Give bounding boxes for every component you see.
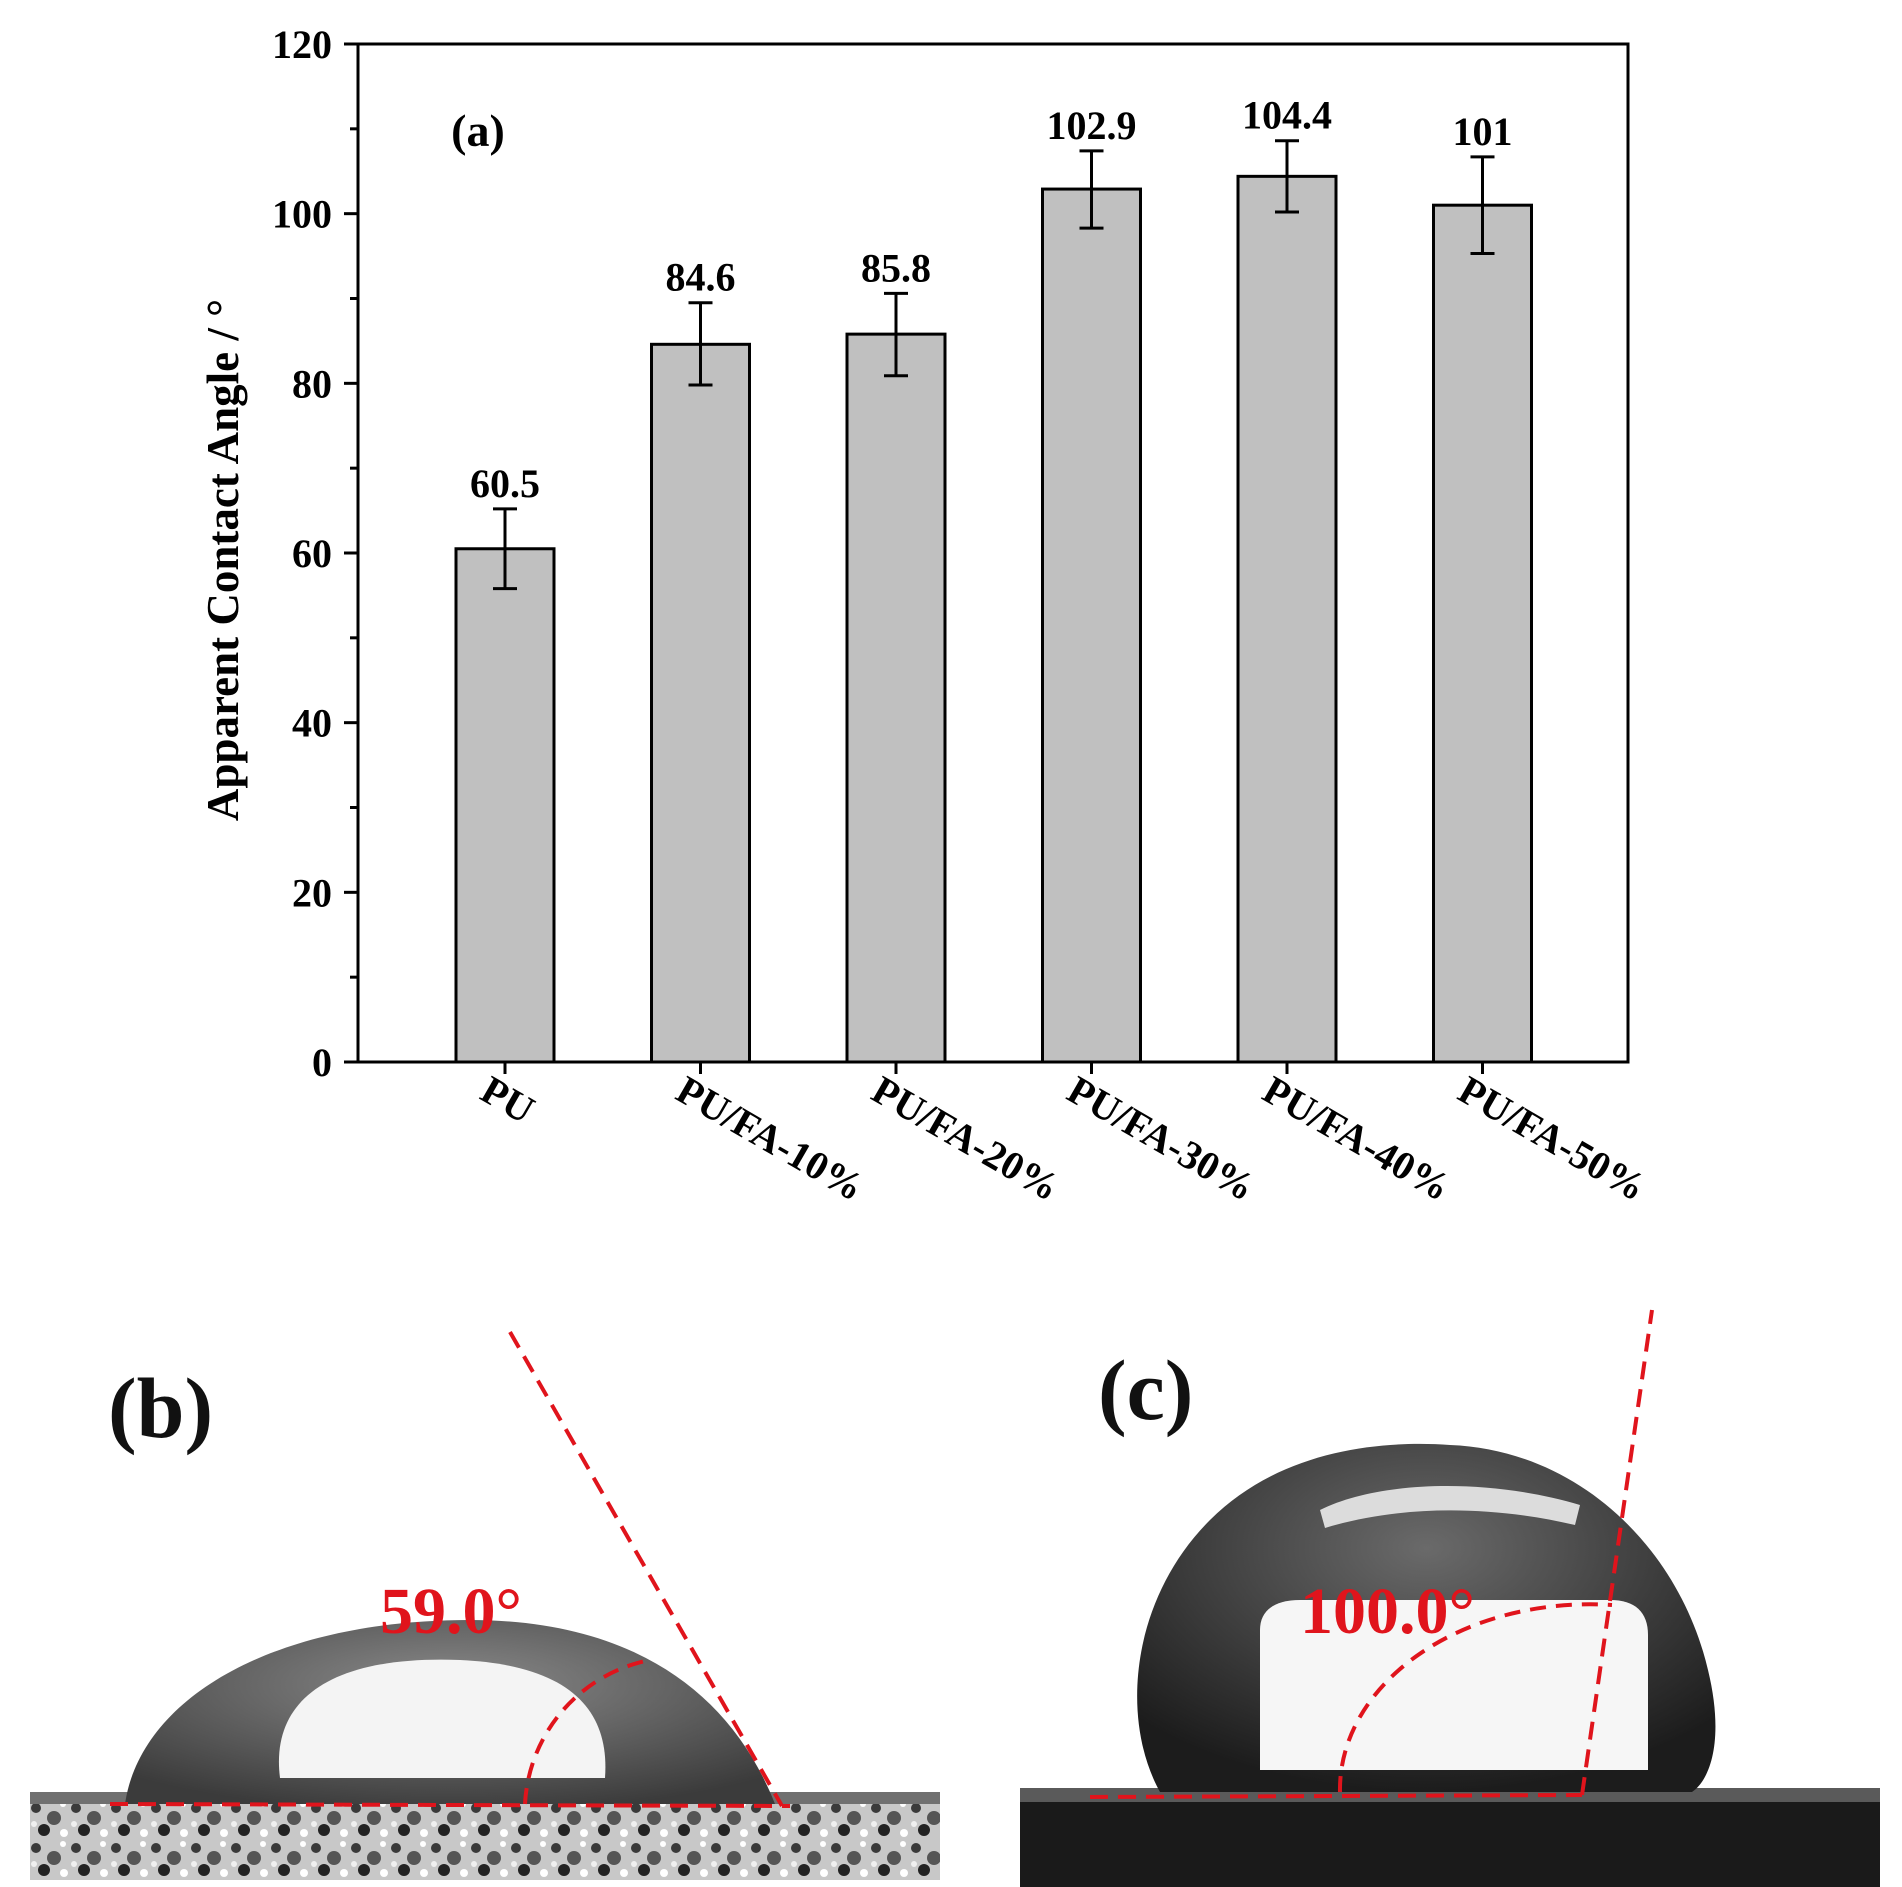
x-tick-label-5: PU/FA-50% (1451, 1067, 1654, 1210)
y-tick-label-2: 40 (292, 701, 332, 746)
y-axis-label: Apparent Contact Angle / ° (198, 299, 248, 821)
tangent-b (508, 1331, 784, 1807)
bar-chart-a: 60.5 84.6 85.8 102.9 104.4 101 0 20 40 60 80 100 120… (198, 22, 1654, 1210)
x-tick-label-3: PU/FA-30% (1060, 1067, 1263, 1210)
value-label-3: 102.9 (1047, 103, 1137, 148)
x-tick-label-2: PU/FA-20% (865, 1067, 1068, 1210)
bar-5 (1432, 203, 1533, 1064)
bar-1 (650, 342, 751, 1064)
baseline-b (109, 1802, 791, 1808)
value-label-1: 84.6 (666, 255, 736, 300)
value-label-4: 104.4 (1242, 93, 1332, 138)
bar-0 (454, 547, 556, 1064)
panel-label-b: (b) (108, 1360, 214, 1456)
chart-layer: 60.5 84.6 85.8 102.9 104.4 101 0 20 40 60 80 100 120… (272, 22, 1654, 1210)
value-label-5: 101 (1453, 109, 1513, 154)
droplet-b-drawing (30, 1331, 940, 1880)
y-tick-label-0: 0 (312, 1040, 332, 1085)
panel-label-a: (a) (451, 105, 505, 156)
value-label-0: 60.5 (470, 461, 540, 506)
droplet-c-drawing (1020, 1309, 1880, 1887)
panel-label-c: (c) (1098, 1342, 1194, 1438)
substrate-b (30, 1798, 940, 1880)
value-label-2: 85.8 (861, 245, 931, 290)
y-tick-label-5: 100 (272, 192, 332, 237)
y-tick-label-3: 60 (292, 531, 332, 576)
y-tick-label-6: 120 (272, 22, 332, 67)
y-tick-label-1: 20 (292, 870, 332, 915)
bar-4 (1236, 174, 1338, 1064)
bar-2 (845, 332, 947, 1064)
droplet-c-shine (1320, 1486, 1580, 1528)
bar-3 (1041, 187, 1142, 1064)
substrate-c (1020, 1800, 1880, 1887)
droplet-photo-c (1020, 1300, 1880, 1887)
angle-label-c: 100.0° (1300, 1575, 1475, 1648)
angle-label-b: 59.0° (380, 1575, 522, 1648)
droplet-c-highlight (1260, 1600, 1648, 1770)
x-tick-label-0: PU (474, 1067, 543, 1133)
droplet-photo-b (30, 1320, 940, 1880)
x-tick-label-4: PU/FA-40% (1256, 1067, 1459, 1210)
y-tick-label-4: 80 (292, 361, 332, 406)
angle-arc-c (1337, 1602, 1613, 1793)
x-tick-label-1: PU/FA-10% (669, 1067, 872, 1210)
angle-arc-b (523, 1658, 651, 1805)
tangent-c (1580, 1309, 1654, 1796)
droplet-b-highlight (278, 1659, 606, 1778)
